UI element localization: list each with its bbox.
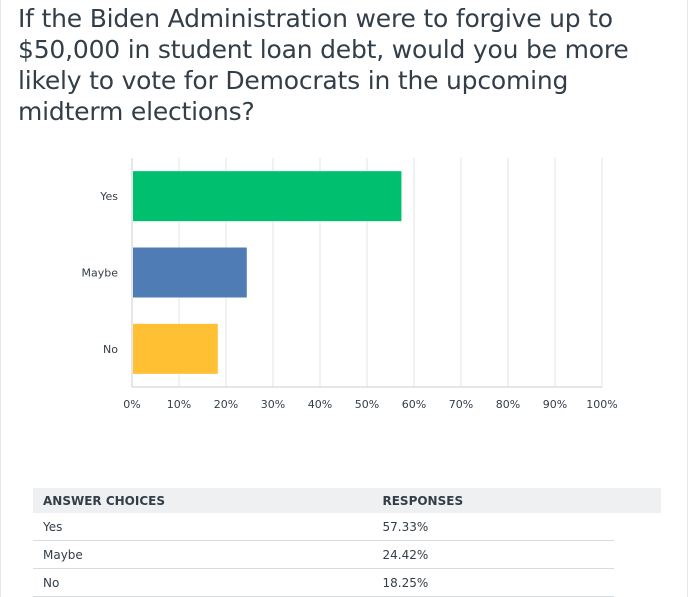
x-tick-label: 10% [167,398,191,411]
response-cell: 24.42% [372,540,615,569]
bar-yes [133,171,402,222]
table-header-row: ANSWER CHOICES RESPONSES [33,488,661,513]
x-tick-label: 30% [261,398,285,411]
question-title: If the Biden Administration were to forg… [18,4,629,126]
row-spacer [614,541,661,569]
header-responses: RESPONSES [372,488,661,513]
table-row: Yes 57.33% [33,513,661,541]
y-category-label: Maybe [82,267,119,280]
y-category-label: Yes [99,190,118,203]
bar-chart: 0% 10% 20% 30% 40% 50% 60% 70% 80% 90% 100% Yes Mayb… [82,158,618,411]
x-tick-label: 50% [355,398,379,411]
header-answer-choices: ANSWER CHOICES [33,488,373,513]
table-row: Maybe 24.42% [33,540,661,569]
x-tick-label: 0% [123,398,140,411]
x-tick-label: 80% [496,398,520,411]
response-cell: 18.25% [372,568,615,597]
bar-maybe [133,247,247,298]
x-tick-label: 100% [586,398,617,411]
choice-cell: Maybe [33,540,373,569]
table-row: No 18.25% [33,568,661,597]
choice-cell: Yes [33,513,373,541]
choice-cell: No [33,568,373,597]
x-tick-label: 70% [449,398,473,411]
y-category-label: No [103,343,118,356]
results-table: ANSWER CHOICES RESPONSES Yes 57.33% Mayb… [33,488,661,597]
x-tick-label: 60% [402,398,426,411]
bar-no [133,323,218,374]
x-tick-label: 40% [308,398,332,411]
response-cell: 57.33% [372,513,615,541]
row-spacer [614,513,661,541]
row-spacer [614,569,661,597]
x-tick-label: 90% [543,398,567,411]
x-tick-label: 20% [214,398,238,411]
